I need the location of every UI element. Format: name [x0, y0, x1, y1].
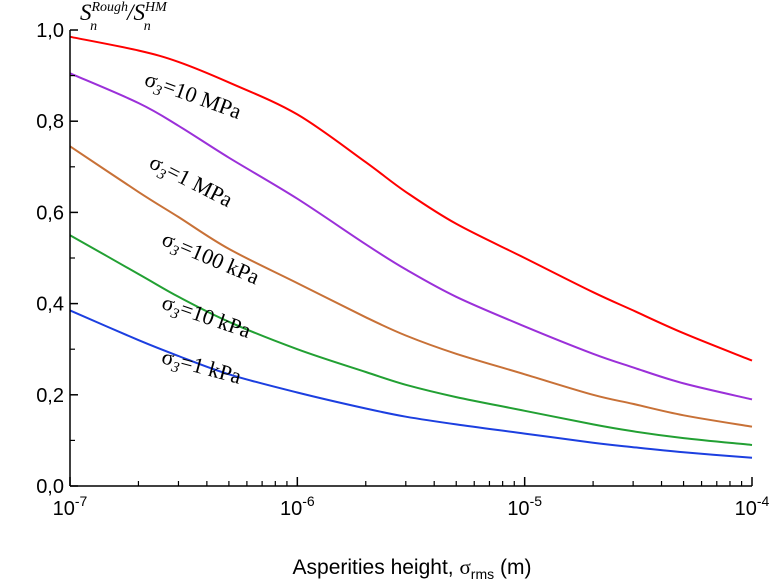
series-line-4: [69, 309, 753, 459]
x-tick-base-0: 10: [53, 498, 75, 520]
x-tick-base-2: 10: [507, 498, 529, 520]
y-tick-label-1: 0,2: [36, 385, 64, 407]
y-tick-label-5: 1,0: [36, 20, 64, 42]
y-title-den-base: S: [133, 0, 145, 25]
series-label-value-1: =1 MPa: [163, 158, 237, 212]
y-title-num-sup: Rough: [91, 0, 129, 15]
series-label-value-2: =100 kPa: [176, 233, 263, 289]
x-tick-exp-2: -5: [530, 493, 543, 509]
x-tick-exp-0: -7: [75, 493, 88, 509]
y-tick-label-3: 0,6: [36, 202, 64, 224]
x-tick-exp-3: -4: [757, 493, 770, 509]
series-line-0: [69, 35, 753, 362]
x-axis-title: Asperities height, σrms (m): [293, 555, 532, 582]
y-title-den-sub: n: [144, 19, 151, 34]
y-tick-label-4: 0,8: [36, 111, 64, 133]
x-title-sigma-sub: rms: [471, 566, 494, 582]
series-label-1: σ3=1 MPa: [144, 149, 237, 216]
y-title-num-sub: n: [90, 19, 97, 34]
series-label-0: σ3=10 MPa: [140, 66, 245, 128]
series-label-4: σ3=1 kPa: [158, 344, 244, 393]
series-label-value-4: =1 kPa: [178, 349, 244, 389]
series-label-2: σ3=100 kPa: [157, 226, 264, 293]
axes: 0,00,20,40,60,81,010-7 10-6 10-5 10-4: [36, 20, 769, 520]
series-line-2: [69, 145, 753, 428]
series-line-3: [69, 234, 753, 446]
y-tick-label-0: 0,0: [36, 476, 64, 498]
x-title-suffix: (m): [494, 556, 531, 579]
x-tick-label-0: 10-7: [53, 493, 88, 520]
x-tick-base-3: 10: [735, 498, 757, 520]
y-title-num-base: S: [80, 0, 92, 25]
series-label-value-3: =10 kPa: [177, 296, 254, 343]
y-title-den-sup: HM: [144, 0, 168, 15]
x-title-prefix: Asperities height,: [293, 556, 460, 579]
x-title-sigma: σ: [459, 555, 470, 579]
series-label-sub-4: 3: [169, 359, 181, 377]
x-tick-label-1: 10-6: [280, 493, 315, 520]
x-tick-base-1: 10: [280, 498, 302, 520]
plot-area: [69, 35, 753, 459]
x-tick-label-3: 10-4: [735, 493, 770, 520]
x-tick-exp-1: -6: [302, 493, 315, 509]
y-title-slash: /: [125, 0, 136, 25]
series-label-3: σ3=10 kPa: [158, 289, 255, 347]
y-axis-title: SRough n/SHM n: [80, 0, 168, 34]
y-tick-label-2: 0,4: [36, 294, 64, 316]
series-line-1: [69, 72, 753, 401]
x-tick-label-2: 10-5: [507, 493, 542, 520]
series-label-value-0: =10 MPa: [160, 73, 245, 124]
